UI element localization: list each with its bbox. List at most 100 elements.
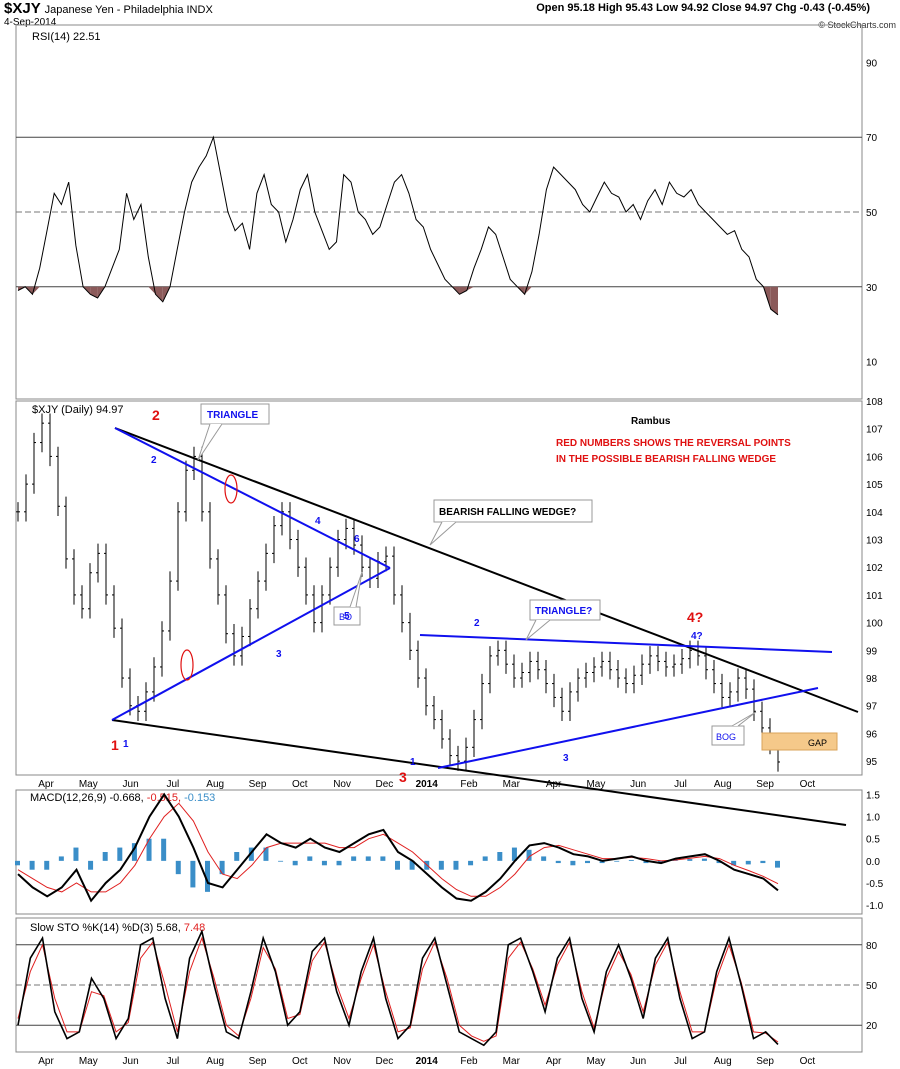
triangle2-lower-line (437, 687, 819, 769)
wave-5: 5 (344, 611, 350, 622)
triangle2-upper-line (419, 634, 833, 653)
rsi-oversold-fill (466, 286, 474, 291)
month-tick-label: Oct (800, 779, 816, 790)
macd-panel (15, 789, 863, 915)
month-tick-label: Jul (674, 779, 687, 790)
price-tick-label: 105 (866, 480, 883, 491)
macd-histogram-bar (292, 860, 298, 866)
note-line-1: RED NUMBERS SHOWS THE REVERSAL POINTS (556, 438, 791, 449)
rsi-tick-label: 30 (866, 283, 878, 294)
macd-histogram-bar (570, 860, 576, 866)
rsi-line (17, 135, 779, 316)
macd-histogram-bar (497, 852, 503, 861)
month-tick-label: May (586, 779, 605, 790)
macd-tick-label: 1.0 (866, 813, 880, 824)
wedge-upper-line (114, 427, 859, 713)
price-tick-label: 100 (866, 619, 883, 630)
price-tick-label: 103 (866, 536, 883, 547)
rsi-oversold-fill (155, 286, 163, 302)
month-tick-label: Sep (756, 779, 774, 790)
bog-label: BOG (716, 732, 736, 742)
reversal-ellipse-bottom (180, 649, 194, 681)
rsi-oversold-fill (770, 286, 778, 315)
wave-1: 1 (123, 739, 129, 750)
macd-histogram-bar (263, 847, 269, 861)
rsi-oversold-fill (459, 286, 467, 295)
price-tick-label: 107 (866, 425, 883, 436)
month-tick-label: Mar (503, 1056, 521, 1067)
macd-histogram-bar (88, 860, 94, 870)
month-tick-label: Oct (292, 779, 308, 790)
month-tick-label: Sep (249, 1056, 267, 1067)
macd-tick-label: -0.5 (866, 879, 884, 890)
month-tick-label: Jun (630, 1056, 646, 1067)
macd-histogram-bar (745, 860, 751, 865)
sto-tick-label: 50 (866, 981, 878, 992)
macd-title: MACD(12,26,9) -0.668, -0.515, -0.153 (30, 792, 215, 804)
macd-histogram-bar (44, 860, 50, 870)
rsi-tick-label: 50 (866, 208, 878, 219)
wave-2: 2 (151, 455, 157, 466)
rsi-tick-label: 10 (866, 358, 878, 369)
month-tick-label: May (79, 779, 98, 790)
macd-histogram-bar (161, 838, 167, 861)
macd-histogram-bar (307, 856, 313, 861)
author-label: Rambus (631, 416, 671, 427)
macd-histogram-bar (585, 860, 590, 864)
month-tick-label: Nov (333, 779, 351, 790)
month-tick-label: Feb (460, 1056, 478, 1067)
macd-tick-label: 0.5 (866, 835, 880, 846)
macd-histogram-bar (628, 859, 634, 861)
month-tick-label: Apr (38, 1056, 54, 1067)
symbol-title: $XJY Japanese Yen - Philadelphia INDX (4, 0, 213, 17)
wave2-2: 2 (474, 618, 480, 629)
month-tick-label: Jun (123, 1056, 139, 1067)
month-tick-label: May (586, 1056, 605, 1067)
month-tick-label: Apr (546, 1056, 562, 1067)
price-tick-label: 104 (866, 508, 883, 519)
triangle-label: TRIANGLE (207, 410, 258, 421)
month-tick-label: Jul (674, 1056, 687, 1067)
macd-histogram-bar (58, 856, 64, 861)
macd-histogram-bar (716, 860, 722, 864)
reversal-ellipse-top (224, 474, 238, 504)
month-tick-label: Apr (546, 779, 562, 790)
macd-histogram-bar (102, 852, 108, 861)
macd-histogram-bar (453, 860, 459, 870)
macd-histogram-bar (511, 847, 517, 861)
macd-histogram-bar (468, 860, 474, 866)
price-tick-label: 99 (866, 646, 878, 657)
macd-histogram-bar (760, 860, 766, 864)
macd-histogram-bar (15, 860, 20, 866)
price-tick-label: 96 (866, 729, 878, 740)
macd-histogram-bar (131, 843, 137, 861)
month-tick-label: Aug (714, 779, 732, 790)
month-tick-label: Sep (249, 779, 267, 790)
sto-tick-label: 20 (866, 1021, 878, 1032)
month-tick-label: Dec (376, 779, 394, 790)
price-tick-label: 108 (866, 397, 883, 408)
macd-histogram-bar (643, 860, 649, 864)
wave2-4: 4? (691, 631, 703, 642)
gap-box (761, 732, 838, 751)
macd-histogram-bar (29, 860, 35, 870)
macd-histogram-bar (146, 838, 152, 861)
macd-histogram-bar (336, 860, 342, 866)
rsi-title: RSI(14) 22.51 (32, 31, 100, 43)
price-tick-label: 101 (866, 591, 883, 602)
macd-histogram-bar (731, 860, 737, 866)
macd-tick-label: 1.5 (866, 790, 880, 801)
macd-histogram-bar (190, 860, 196, 888)
macd-histogram-bar (351, 856, 357, 861)
reversal-3: 3 (399, 769, 407, 785)
macd-histogram-bar (409, 860, 415, 870)
triangle-upper-line (114, 427, 391, 569)
month-tick-label: Aug (206, 779, 224, 790)
macd-tick-label: -1.0 (866, 901, 884, 912)
month-tick-label: Jul (167, 779, 180, 790)
month-tick-label: 2014 (416, 779, 439, 790)
macd-histogram-bar (701, 858, 707, 861)
macd-histogram-bar (599, 860, 605, 864)
triangle-q-label: TRIANGLE? (535, 606, 592, 617)
